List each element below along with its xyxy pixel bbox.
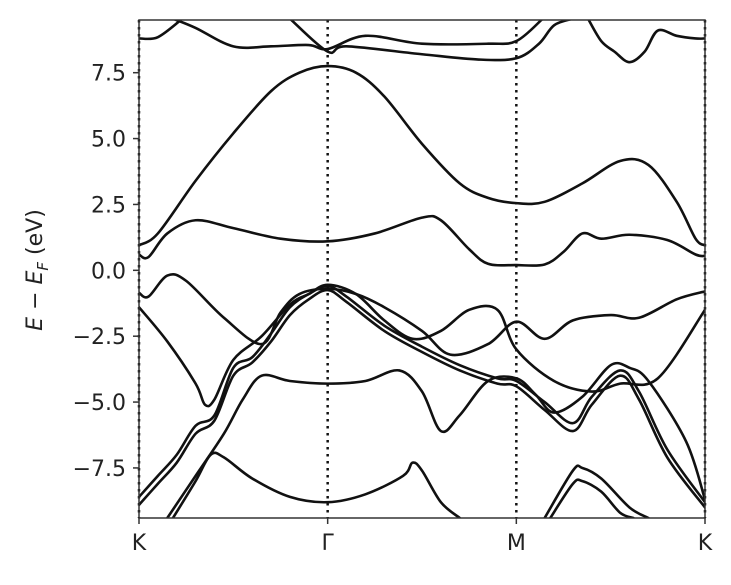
y-tick-label: 5.0 [91,128,126,153]
y-tick-label: 2.5 [91,193,126,218]
band-line [543,464,650,518]
high-symmetry-lines [137,20,707,518]
y-tick-label: −5.0 [73,391,126,416]
bands [139,20,705,518]
y-tick-label: −2.5 [73,325,126,350]
x-tick-label: K [698,531,713,556]
band-line [166,361,705,518]
band-line [139,283,705,408]
band-line [139,64,705,247]
band-line [548,478,635,518]
band-line [289,20,574,62]
plot-frame [138,19,706,519]
band-line [139,272,705,357]
band-line [139,20,183,41]
band-line [139,214,705,267]
band-line [139,284,705,504]
x-tick-label: K [132,531,147,556]
band-line [139,288,705,509]
x-tick-label: M [507,531,526,556]
y-tick-label: −7.5 [73,457,126,482]
band-line [587,20,705,64]
y-axis-label: E − EF (eV) [23,209,52,331]
y-tick-label: 7.5 [91,62,126,87]
x-tick-label: Γ [322,531,335,556]
y-axis: 7.5 5.0 2.5 0.0 −2.5 −5.0 −7.5 [73,62,139,482]
band-line [171,451,462,518]
y-tick-label: 0.0 [91,259,126,284]
band-line [172,20,544,51]
